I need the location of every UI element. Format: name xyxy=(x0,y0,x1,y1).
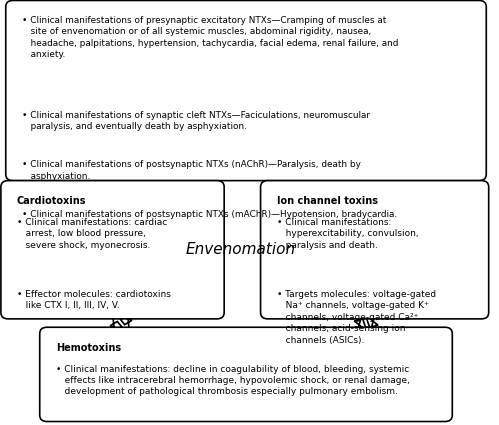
Text: • Clinical manifestations of presynaptic excitatory NTXs—Cramping of muscles at
: • Clinical manifestations of presynaptic… xyxy=(22,16,398,60)
FancyBboxPatch shape xyxy=(40,327,452,422)
Text: • Clinical manifestations of postsynaptic NTXs (nAChR)—Paralysis, death by
   as: • Clinical manifestations of postsynapti… xyxy=(22,160,361,181)
Text: Ion channel toxins: Ion channel toxins xyxy=(276,196,378,206)
Text: • Effector molecules: cardiotoxins
   like CTX I, II, III, IV, V.: • Effector molecules: cardiotoxins like … xyxy=(17,290,171,310)
Text: • Clinical manifestations: decline in coagulability of blood, bleeding, systemic: • Clinical manifestations: decline in co… xyxy=(56,365,410,397)
Text: • Targets molecules: voltage-gated
   Na⁺ channels, voltage-gated K⁺
   channels: • Targets molecules: voltage-gated Na⁺ c… xyxy=(276,290,436,345)
Polygon shape xyxy=(84,170,109,192)
FancyBboxPatch shape xyxy=(260,181,489,319)
Text: • Clinical manifestations:
   hyperexcitability, convulsion,
   paralysis and de: • Clinical manifestations: hyperexcitabi… xyxy=(276,218,418,250)
Text: • Clinical manifestations of postsynaptic NTXs (mAChR)—Hypotension, bradycardia.: • Clinical manifestations of postsynapti… xyxy=(22,210,397,218)
FancyBboxPatch shape xyxy=(6,0,486,181)
Text: Cardiotoxins: Cardiotoxins xyxy=(17,196,86,206)
Text: • Clinical manifestations of synaptic cleft NTXs—Faciculations, neuromuscular
  : • Clinical manifestations of synaptic cl… xyxy=(22,110,370,131)
Text: • Clinical manifestations: cardiac
   arrest, low blood pressure,
   severe shoc: • Clinical manifestations: cardiac arres… xyxy=(17,218,167,250)
Polygon shape xyxy=(110,313,132,334)
Polygon shape xyxy=(354,313,378,334)
FancyBboxPatch shape xyxy=(1,181,224,319)
Text: Hemotoxins: Hemotoxins xyxy=(56,343,121,353)
Text: Envenomation: Envenomation xyxy=(186,242,296,257)
Polygon shape xyxy=(349,169,376,192)
